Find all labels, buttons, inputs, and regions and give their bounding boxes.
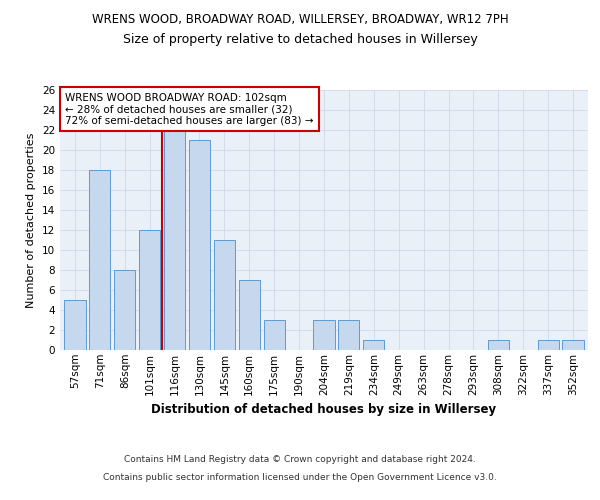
Bar xyxy=(214,240,235,350)
Bar xyxy=(313,320,335,350)
Bar xyxy=(114,270,136,350)
Y-axis label: Number of detached properties: Number of detached properties xyxy=(26,132,37,308)
Bar xyxy=(189,140,210,350)
Bar xyxy=(363,340,385,350)
Bar xyxy=(488,340,509,350)
Text: Size of property relative to detached houses in Willersey: Size of property relative to detached ho… xyxy=(122,32,478,46)
Bar xyxy=(64,300,86,350)
Text: Distribution of detached houses by size in Willersey: Distribution of detached houses by size … xyxy=(151,402,497,415)
Text: Contains public sector information licensed under the Open Government Licence v3: Contains public sector information licen… xyxy=(103,472,497,482)
Bar xyxy=(239,280,260,350)
Text: WRENS WOOD, BROADWAY ROAD, WILLERSEY, BROADWAY, WR12 7PH: WRENS WOOD, BROADWAY ROAD, WILLERSEY, BR… xyxy=(92,12,508,26)
Text: Contains HM Land Registry data © Crown copyright and database right 2024.: Contains HM Land Registry data © Crown c… xyxy=(124,455,476,464)
Bar xyxy=(89,170,110,350)
Bar xyxy=(562,340,584,350)
Text: WRENS WOOD BROADWAY ROAD: 102sqm
← 28% of detached houses are smaller (32)
72% o: WRENS WOOD BROADWAY ROAD: 102sqm ← 28% o… xyxy=(65,92,314,126)
Bar xyxy=(263,320,285,350)
Bar xyxy=(139,230,160,350)
Bar xyxy=(338,320,359,350)
Bar xyxy=(164,130,185,350)
Bar xyxy=(538,340,559,350)
